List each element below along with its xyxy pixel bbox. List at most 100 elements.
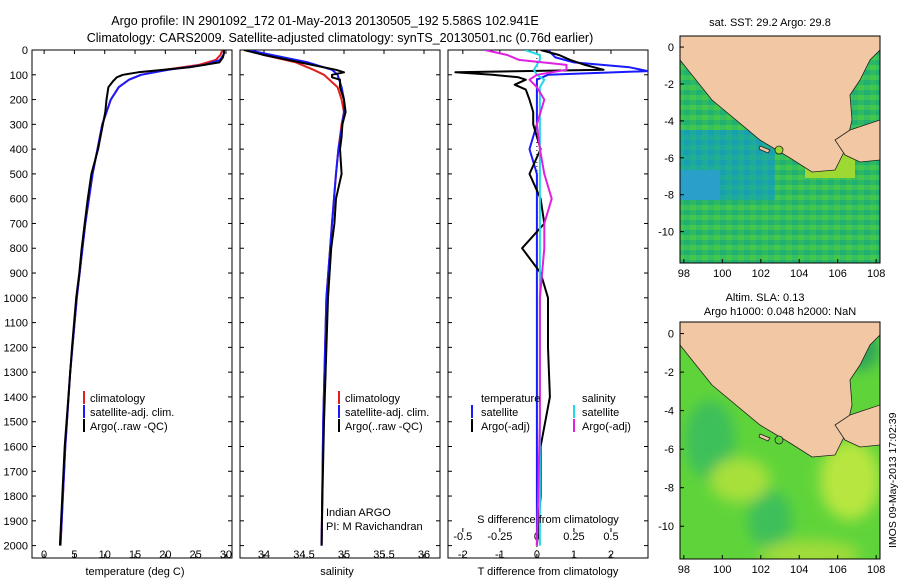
x-tick-label-t: -2 — [458, 549, 468, 561]
annotation-pi: PI: M Ravichandran — [326, 521, 423, 533]
sla-high-blob — [748, 490, 792, 550]
x-tick-label: 35.5 — [373, 549, 394, 561]
legend-label-argo: Argo(..raw -QC) — [90, 421, 168, 433]
temperature-plot-frame — [31, 49, 233, 559]
series-line-satellite-adj-clim- — [247, 50, 345, 546]
java-land — [834, 404, 880, 448]
series-line-climatology — [59, 50, 224, 546]
legend-label-s-argo: Argo(-adj) — [582, 421, 631, 433]
map-x-tick-label: 100 — [713, 564, 731, 576]
legend-label-climatology: climatology — [345, 393, 401, 405]
x-tick-label: 30 — [220, 549, 232, 561]
sst-map — [680, 36, 880, 263]
island-enggano — [758, 433, 771, 442]
map-y-tick-label: -10 — [658, 227, 674, 239]
y-tick-label: 200 — [10, 95, 28, 107]
map-y-tick-label: -2 — [664, 79, 674, 91]
sst-map-title: sat. SST: 29.2 Argo: 29.8 — [709, 17, 831, 29]
series-group — [243, 50, 347, 546]
y-tick-label: 100 — [10, 70, 28, 82]
series-line-salinity-argo-adj- — [484, 50, 568, 546]
series-line-argo-raw-qc- — [58, 50, 226, 546]
x-tick-label-s: 0.5 — [603, 531, 618, 543]
map-x-tick-label: 104 — [790, 268, 808, 280]
series-line-temperature-argo-adj- — [454, 50, 605, 546]
y-tick-label: 2000 — [4, 541, 28, 553]
map-x-tick-label: 106 — [829, 268, 847, 280]
y-tick-label: 1400 — [4, 392, 28, 404]
x-tick-label: 34.5 — [293, 549, 314, 561]
map-y-tick-label: -6 — [664, 153, 674, 165]
map-y-tick-label: -4 — [664, 406, 674, 418]
y-tick-label: 1300 — [4, 367, 28, 379]
header-line2: Climatology: CARS2009. Satellite-adjuste… — [87, 31, 594, 45]
map-y-tick-label: -10 — [658, 521, 674, 533]
x-tick-label-t: -1 — [495, 549, 505, 561]
y-tick-label: 1800 — [4, 491, 28, 503]
java-land — [834, 119, 880, 163]
y-tick-label: 1500 — [4, 417, 28, 429]
map-x-tick-label: 106 — [829, 564, 847, 576]
y-tick-label: 600 — [10, 194, 28, 206]
x-tick-label: 35 — [338, 549, 350, 561]
series-line-climatology — [247, 50, 345, 546]
x-tick-label-s: -0.25 — [487, 531, 512, 543]
map-y-tick-label: -8 — [664, 190, 674, 202]
map-y-tick-label: -8 — [664, 483, 674, 495]
x-tick-label-t: 1 — [571, 549, 577, 561]
x-tick-label: 15 — [129, 549, 141, 561]
y-tick-label: 0 — [22, 45, 28, 57]
x-tick-label: 25 — [190, 549, 202, 561]
y-tick-label: 1900 — [4, 516, 28, 528]
map-x-tick-label: 100 — [713, 268, 731, 280]
map-y-tick-label: 0 — [668, 42, 674, 54]
series-line-argo-raw-qc- — [243, 50, 347, 546]
map-x-tick-label: 108 — [867, 564, 885, 576]
x-tick-label: 34 — [258, 549, 270, 561]
sla-map-title: Altim. SLA: 0.13 — [726, 292, 805, 304]
sla-high-blob — [685, 400, 735, 480]
watermark: IMOS 09-May-2013 17:02:39 — [887, 412, 899, 548]
map-x-tick-label: 102 — [752, 564, 770, 576]
map-x-tick-label: 108 — [867, 268, 885, 280]
legend-title-salinity: salinity — [582, 393, 616, 405]
legend-label-satellite: satellite-adj. clim. — [90, 407, 174, 419]
salinity-chart: 34 34.5 35 35.5 36 — [240, 49, 440, 561]
map-y-tick-label: -4 — [664, 116, 674, 128]
salinity-plot-frame — [239, 49, 441, 559]
header-line1: Argo profile: IN 2901092_172 01-May-2013… — [111, 14, 538, 28]
difference-xlabel-top: S difference from climatology — [477, 514, 619, 526]
sla-low-blob — [820, 440, 880, 520]
series-group — [58, 50, 226, 546]
island-enggano — [758, 145, 771, 154]
salinity-legend: climatology satellite-adj. clim. Argo(..… — [338, 391, 429, 433]
legend-label-t-argo: Argo(-adj) — [481, 421, 530, 433]
y-tick-label: 400 — [10, 144, 28, 156]
x-tick-label: 0 — [41, 549, 47, 561]
series-line-satellite-adj-clim- — [59, 50, 226, 546]
x-tick-label: 5 — [71, 549, 77, 561]
x-tick-label-t: 2 — [608, 549, 614, 561]
temperature-chart: 0100200300400500600700800900100011001200… — [4, 45, 233, 561]
y-tick-label: 1700 — [4, 466, 28, 478]
legend-label-t-satellite: satellite — [481, 407, 518, 419]
x-tick-label: 10 — [99, 549, 111, 561]
y-tick-label: 900 — [10, 268, 28, 280]
map-x-tick-label: 102 — [752, 268, 770, 280]
map-y-tick-label: -2 — [664, 367, 674, 379]
float-marker — [774, 435, 784, 445]
map-y-tick-label: -6 — [664, 444, 674, 456]
y-tick-label: 1600 — [4, 441, 28, 453]
legend-title-temperature: temperature — [481, 393, 540, 405]
salinity-xlabel: salinity — [320, 566, 354, 578]
y-tick-label: 300 — [10, 119, 28, 131]
x-tick-label: 36 — [418, 549, 430, 561]
sst-cool-patch — [680, 170, 720, 200]
difference-xlabel: T difference from climatology — [478, 566, 619, 578]
y-tick-label: 1000 — [4, 293, 28, 305]
y-tick-label: 800 — [10, 243, 28, 255]
map-x-tick-label: 104 — [790, 564, 808, 576]
float-marker — [774, 145, 784, 155]
